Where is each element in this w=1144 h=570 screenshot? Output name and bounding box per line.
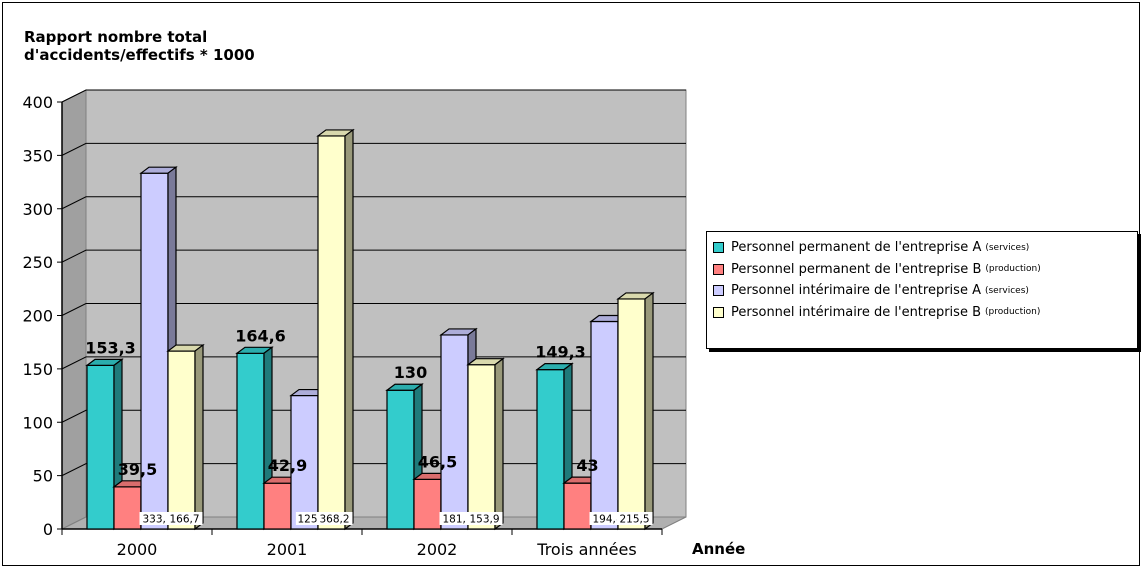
data-label: 194,4 [592,514,622,526]
gridline [61,89,686,103]
bar-2-3 [590,320,619,530]
bar-3-2 [467,364,496,530]
bar-1-0 [113,486,142,530]
data-label: 153,9 [469,514,499,526]
data-label: 166,7 [169,514,199,526]
bar-0-2 [386,389,415,530]
data-label: 368,2 [319,514,349,526]
x-tick-label: Trois années [536,540,636,559]
gridline [61,142,686,156]
gridline [61,196,686,210]
y-tick-label: 300 [22,200,53,219]
legend-swatch [713,285,724,297]
data-label: 149,3 [535,343,586,362]
y-tick-label: 200 [22,307,53,326]
data-label: 46,5 [418,452,457,471]
bar-2-2 [440,334,469,530]
x-tick-label: 2002 [417,540,458,559]
data-label: 181,8 [442,514,472,526]
y-axis-title-line2: d'accidents/effectifs * 1000 [24,46,255,64]
legend-label: Personnel permanent de l'entreprise A [731,240,982,256]
bar-1-3 [563,482,592,530]
legend-label: Personnel intérimaire de l'entreprise B [731,304,981,320]
data-label: 39,5 [118,460,157,479]
data-label-bg [616,512,653,525]
legend-note: (services) [985,242,1030,253]
bar-side [494,357,504,531]
bar-0-3 [536,369,565,530]
legend-note: (production) [985,264,1041,275]
gridline [61,303,686,316]
data-label-bg [466,512,503,525]
bar-side [194,343,204,531]
bar-2-1 [290,394,319,530]
bar-3-0 [167,350,196,530]
data-label-bg [316,512,353,525]
legend-label: Personnel intérimaire de l'entreprise A [731,283,981,299]
legend-swatch [713,306,724,318]
data-label: 42,9 [268,456,307,475]
data-label: 125 [297,514,317,526]
bar-side [344,128,354,531]
y-axis-title-line1: Rapport nombre total [24,28,208,46]
bar-1-2 [413,478,442,530]
bar-3-3 [617,298,646,530]
legend-swatch [713,242,724,254]
y-tick-label: 100 [22,413,53,432]
data-label: 130 [394,363,427,382]
y-tick-label: 250 [22,253,53,272]
legend-note: (services) [984,285,1029,296]
legend-item: Personnel permanent de l'entreprise A (s… [713,237,1137,259]
x-axis-title: Année [692,540,746,558]
data-label-bg [166,512,203,525]
bar-2-0 [140,172,169,530]
legend: Personnel permanent de l'entreprise A (s… [706,231,1138,349]
bar-1-1 [263,482,292,530]
y-tick-label: 50 [33,467,53,486]
gridline [61,356,686,370]
bar-side [644,291,654,531]
x-tick-label: 2000 [117,540,158,559]
data-label: 43 [576,456,598,475]
data-label: 153,3 [85,338,136,357]
legend-note: (production) [985,307,1041,318]
bar-0-1 [236,352,265,530]
y-tick-label: 400 [22,93,53,112]
y-tick-label: 0 [43,520,53,539]
y-tick-label: 150 [22,360,53,379]
data-label: 164,6 [235,326,286,345]
y-tick-label: 350 [22,146,53,165]
y-axis-title: Rapport nombre total d'accidents/effecti… [24,28,255,64]
bar-3-1 [317,135,346,530]
bar-0-0 [86,364,115,530]
legend-swatch [713,263,724,275]
legend-item: Personnel permanent de l'entreprise B (p… [713,259,1137,281]
legend-item: Personnel intérimaire de l'entreprise A … [713,280,1137,302]
x-tick-label: 2001 [267,540,308,559]
data-label-bg [295,512,320,525]
gridline [61,249,686,263]
legend-label: Personnel permanent de l'entreprise B [731,261,982,277]
data-label: 333,3 [142,514,172,526]
data-label: 215,5 [619,514,649,526]
legend-item: Personnel intérimaire de l'entreprise B … [713,302,1137,324]
